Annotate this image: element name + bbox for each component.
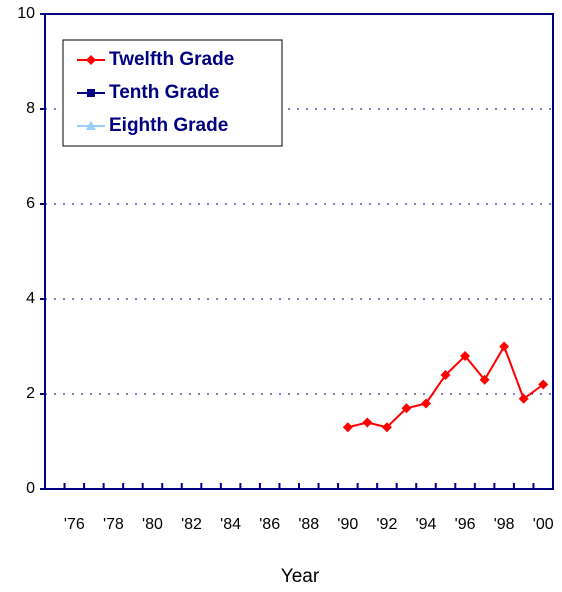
marker <box>440 370 451 380</box>
marker <box>460 351 471 361</box>
series-line <box>347 344 544 429</box>
legend: Twelfth Grade Tenth Grade Eighth Grade <box>62 39 283 147</box>
x-tick-label: '82 <box>181 516 202 533</box>
marker <box>538 379 549 390</box>
marker <box>518 393 529 404</box>
x-tick-label: '92 <box>376 516 397 533</box>
marker <box>87 89 95 97</box>
marker <box>479 374 490 385</box>
marker <box>421 398 431 409</box>
x-tick-label: '88 <box>298 516 319 533</box>
x-tick-label: '90 <box>337 516 358 533</box>
marker <box>342 422 353 433</box>
legend-label: Twelfth Grade <box>109 49 234 70</box>
marker <box>86 55 96 65</box>
y-tick-label: 2 <box>26 385 35 402</box>
marker <box>499 341 510 352</box>
x-tick-label: '00 <box>533 516 554 533</box>
x-tick-label: '96 <box>455 516 476 533</box>
x-tick-label: '94 <box>416 516 437 533</box>
y-tick-label: 0 <box>26 480 35 497</box>
x-tick-label: '86 <box>259 516 280 533</box>
legend-label: Tenth Grade <box>109 82 220 103</box>
legend-label: Eighth Grade <box>109 115 228 136</box>
y-tick-label: 6 <box>26 195 35 212</box>
x-tick-label: '84 <box>220 516 241 533</box>
y-tick-label: 10 <box>17 5 35 22</box>
marker <box>401 403 412 414</box>
marker <box>86 121 96 130</box>
y-tick-label: 8 <box>26 100 35 117</box>
x-tick-label: '80 <box>142 516 163 533</box>
x-tick-label: '98 <box>494 516 515 533</box>
marker <box>362 417 373 428</box>
x-axis-label: Year <box>281 566 320 587</box>
x-tick-label: '78 <box>103 516 124 533</box>
marker <box>381 422 392 433</box>
x-tick-label: '76 <box>64 516 85 533</box>
y-tick-label: 4 <box>26 290 35 307</box>
